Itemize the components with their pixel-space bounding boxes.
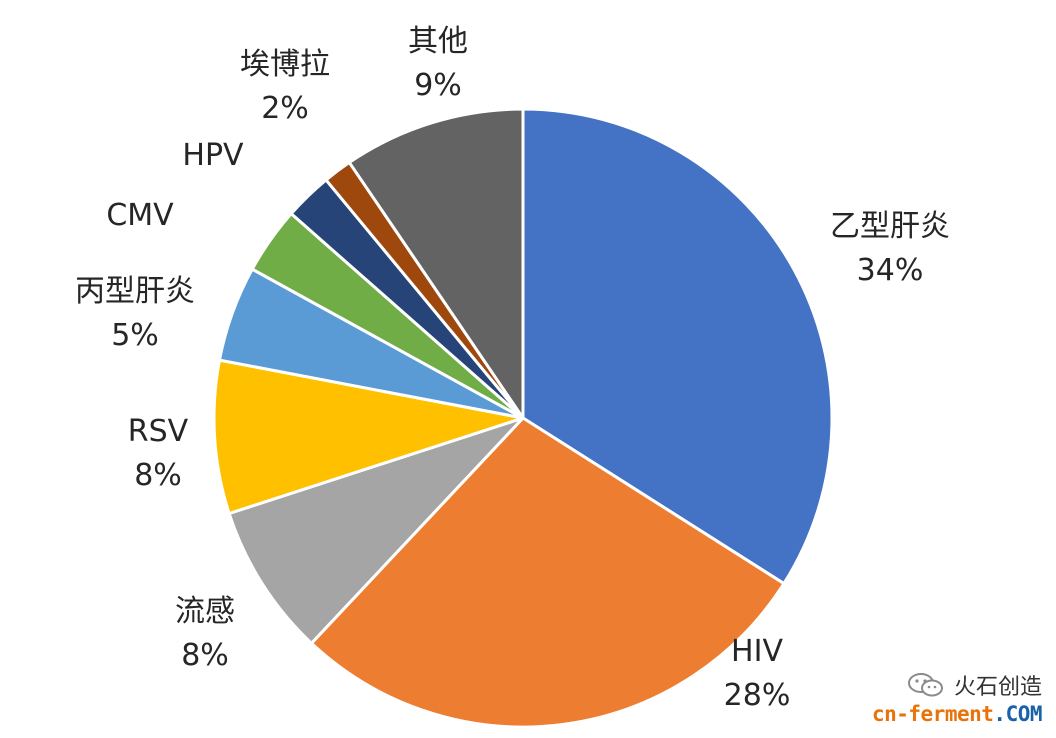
slice-label-6: HPV: [182, 138, 244, 173]
pie-slice-2: [227, 416, 525, 645]
slice-category-label: RSV: [128, 414, 189, 449]
slice-percent-label: 28%: [724, 678, 791, 713]
watermark-domain-part1: cn-ferment: [871, 702, 994, 726]
slice-category-label: 其他: [408, 24, 468, 59]
pie-slice-8: [347, 107, 525, 420]
slice-percent-label: 5%: [111, 318, 159, 353]
slice-percent-label: 8%: [181, 638, 229, 673]
slice-category-label: 丙型肝炎: [75, 274, 195, 309]
slice-category-label: 流感: [175, 594, 235, 629]
slice-label-0: 乙型肝炎 34%: [830, 209, 950, 288]
wechat-icon: [907, 673, 943, 697]
pie-slice-3: [212, 358, 525, 515]
watermark-brand: 火石创造: [842, 670, 1042, 700]
pie-slice-1: [309, 416, 786, 729]
pie-slice-0: [521, 107, 834, 586]
slice-label-7: 埃博拉 2%: [240, 47, 330, 126]
slice-percent-label: 9%: [414, 68, 462, 103]
slice-label-3: RSV 8%: [128, 414, 189, 493]
slice-label-8: 其他 9%: [408, 24, 468, 103]
slice-category-label: 埃博拉: [240, 47, 330, 82]
watermark-domain-part2: .COM: [993, 702, 1042, 726]
slice-label-2: 流感 8%: [175, 594, 235, 673]
watermark: 火石创造 cn-ferment.COM: [842, 670, 1042, 730]
slice-percent-label: 8%: [134, 458, 182, 493]
slice-category-label: HPV: [182, 138, 244, 173]
slice-category-label: 乙型肝炎: [830, 209, 950, 244]
slice-category-label: CMV: [106, 198, 174, 233]
slice-label-4: 丙型肝炎 5%: [75, 274, 195, 353]
slice-percent-label: 2%: [261, 91, 309, 126]
slice-label-1: HIV 28%: [724, 634, 791, 713]
slice-category-label: HIV: [731, 634, 783, 669]
slice-percent-label: 34%: [857, 253, 924, 288]
watermark-domain: cn-ferment.COM: [871, 702, 1043, 726]
slice-label-5: CMV: [106, 198, 174, 233]
watermark-name: 火石创造: [953, 675, 1042, 700]
